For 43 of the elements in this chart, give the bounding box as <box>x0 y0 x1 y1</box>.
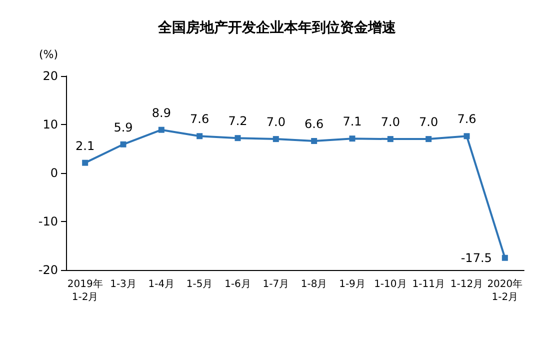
point <box>120 141 126 148</box>
x-tick-label: 1-4月 <box>148 279 175 290</box>
x-tick-label: 2020年 1-2月 <box>487 278 523 303</box>
data-label: 7.1 <box>342 114 362 129</box>
point <box>158 126 164 133</box>
data-label: -17.5 <box>460 250 492 265</box>
point <box>502 254 508 261</box>
data-label: 8.9 <box>152 106 171 120</box>
point <box>234 135 241 142</box>
y-tick-label: -20 <box>38 263 58 277</box>
point <box>196 133 203 140</box>
x-tick-label: 1-11月 <box>412 279 445 290</box>
y-tick-label: 0 <box>50 166 58 180</box>
x-tick-label: 1-3月 <box>110 279 136 290</box>
data-label: 7.2 <box>228 114 248 128</box>
y-axis-title: (%) <box>38 48 58 61</box>
point <box>349 136 356 142</box>
data-label: 2.1 <box>76 138 95 153</box>
data-label: 7.0 <box>419 115 438 130</box>
point <box>272 136 279 142</box>
y-tick-label: -10 <box>38 214 58 228</box>
data-label: 7.0 <box>266 115 286 130</box>
data-label: 7.6 <box>457 112 476 126</box>
data-label: 7.0 <box>380 115 400 130</box>
point <box>464 133 470 140</box>
chart-title: 全国房地产开发企业本年到位资金增速 <box>157 19 397 36</box>
data-label: 5.9 <box>114 120 133 134</box>
point <box>387 136 394 142</box>
point <box>82 160 88 166</box>
x-tick-label: 1-12月 <box>450 279 484 290</box>
point <box>311 138 318 144</box>
point <box>426 136 432 142</box>
y-tick-label: 20 <box>42 69 58 83</box>
x-tick-label: 1-8月 <box>300 279 328 290</box>
data-label: 7.6 <box>190 112 210 126</box>
x-tick-label: 1-7月 <box>262 279 290 290</box>
x-tick-label: 1-9月 <box>339 279 366 290</box>
x-tick-label: 1-10月 <box>374 279 407 290</box>
x-tick-label: 1-6月 <box>224 279 251 290</box>
data-label: 6.6 <box>304 116 324 131</box>
y-tick-label: 10 <box>42 118 58 132</box>
x-tick-label: 1-5月 <box>186 279 213 290</box>
x-tick-label: 2019年 1-2月 <box>67 278 103 303</box>
